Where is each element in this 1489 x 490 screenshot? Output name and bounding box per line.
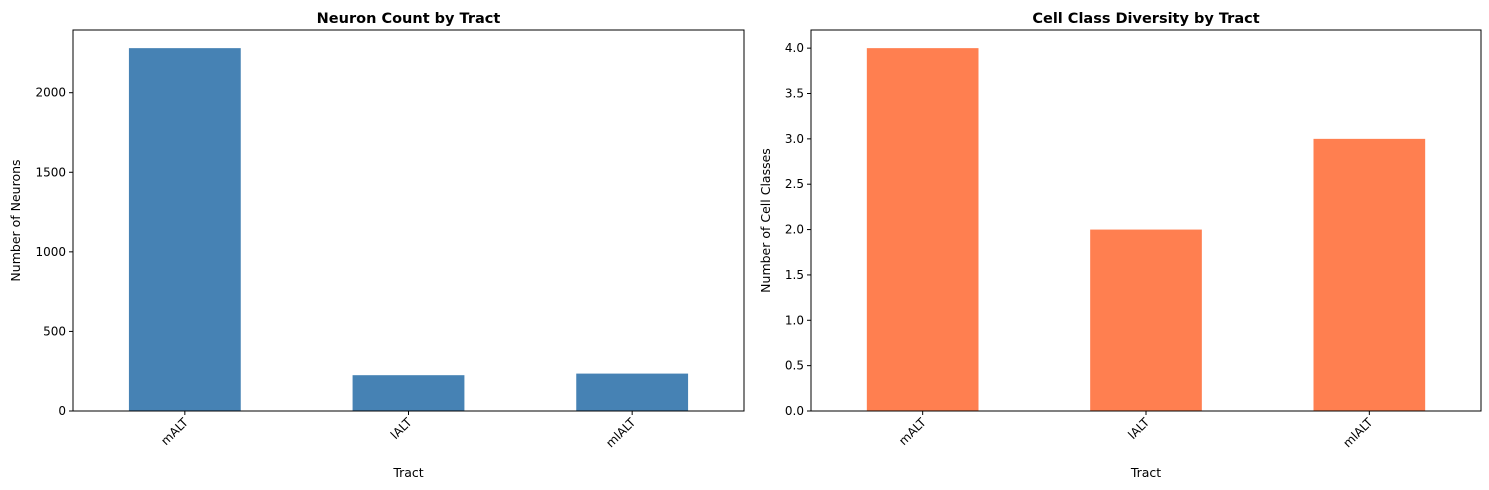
x-axis-label: Tract [1130, 465, 1161, 480]
y-tick-label: 2.5 [785, 177, 804, 191]
y-tick-label: 0.0 [785, 404, 804, 418]
x-tick-label: mlALT [603, 415, 639, 451]
y-tick-label: 3.0 [785, 132, 804, 146]
y-tick-label: 2000 [35, 86, 66, 100]
y-tick-label: 1500 [35, 165, 66, 179]
y-tick-label: 1000 [35, 245, 66, 259]
y-tick-label: 0 [58, 404, 66, 418]
x-tick-label: lALT [1125, 415, 1152, 442]
x-tick-label: mALT [158, 415, 191, 448]
y-axis-label: Number of Cell Classes [758, 148, 773, 293]
y-axis-label: Number of Neurons [8, 159, 23, 281]
bar-mlALT [576, 373, 689, 411]
y-tick-label: 500 [43, 324, 66, 338]
x-tick-label: mALT [896, 415, 929, 448]
chart-title: Neuron Count by Tract [317, 11, 501, 27]
y-tick-label: 2.0 [785, 223, 804, 237]
x-tick-label: mlALT [1340, 415, 1376, 451]
y-tick-label: 0.5 [785, 359, 804, 373]
chart-panel-1: 0 500 1000 1500 2000 mALT lALT mlALT Neuron Coun… [8, 11, 745, 480]
bar-mlALT [1313, 138, 1426, 412]
bar-lALT [1090, 229, 1202, 411]
chart-title: Cell Class Diversity by Tract [1032, 11, 1259, 27]
chart-panel-2: 0.0 0.5 1.0 1.5 2.0 2.5 3.0 3.5 4.0 mALT lALT mlALT… [758, 11, 1482, 480]
y-tick-label: 3.5 [785, 87, 804, 101]
y-tick-label: 1.0 [785, 313, 804, 327]
y-tick-label: 4.0 [785, 41, 804, 55]
bar-lALT [352, 375, 465, 411]
bar-mALT [866, 48, 979, 411]
x-axis-label: Tract [392, 465, 423, 480]
y-tick-label: 1.5 [785, 268, 804, 282]
x-tick-label: lALT [388, 415, 415, 442]
bar-mALT [128, 48, 241, 411]
